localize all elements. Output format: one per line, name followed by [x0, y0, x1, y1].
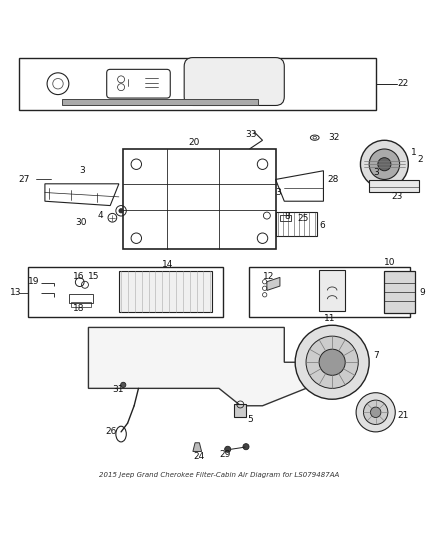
Ellipse shape — [360, 140, 408, 188]
Text: 10: 10 — [385, 257, 396, 266]
Text: 27: 27 — [19, 175, 30, 184]
Polygon shape — [267, 277, 280, 290]
Text: 31: 31 — [113, 385, 124, 394]
Text: 8: 8 — [284, 212, 290, 221]
Bar — [385, 271, 415, 313]
Text: 33: 33 — [245, 130, 257, 139]
Ellipse shape — [243, 443, 249, 450]
Text: 30: 30 — [75, 219, 87, 228]
Text: 28: 28 — [328, 175, 339, 184]
Text: 5: 5 — [247, 415, 253, 424]
Text: 22: 22 — [397, 79, 409, 88]
Text: 2015 Jeep Grand Cherokee Filter-Cabin Air Diagram for LS079487AA: 2015 Jeep Grand Cherokee Filter-Cabin Ai… — [99, 472, 339, 478]
FancyBboxPatch shape — [184, 58, 284, 106]
Bar — [119, 271, 212, 312]
Ellipse shape — [119, 208, 123, 213]
Polygon shape — [88, 327, 306, 406]
Text: 15: 15 — [88, 272, 99, 280]
Bar — [369, 180, 419, 192]
Ellipse shape — [319, 349, 345, 375]
Text: 29: 29 — [219, 450, 230, 459]
Ellipse shape — [225, 446, 231, 453]
Text: 14: 14 — [162, 260, 174, 269]
Bar — [250, 266, 410, 317]
Text: 4: 4 — [97, 211, 103, 220]
Text: 32: 32 — [328, 133, 339, 142]
Bar — [62, 99, 258, 104]
Ellipse shape — [120, 382, 126, 387]
Text: 23: 23 — [391, 192, 402, 201]
Bar — [123, 149, 276, 249]
Ellipse shape — [371, 407, 381, 417]
Text: 26: 26 — [106, 427, 117, 437]
Text: 13: 13 — [10, 288, 21, 297]
Text: 1: 1 — [410, 148, 416, 157]
Text: 2: 2 — [417, 156, 423, 164]
Bar — [280, 215, 291, 221]
Polygon shape — [193, 443, 201, 451]
Ellipse shape — [356, 393, 395, 432]
Text: 21: 21 — [397, 411, 409, 420]
Text: 24: 24 — [194, 452, 205, 461]
Text: 20: 20 — [188, 138, 200, 147]
Text: 7: 7 — [374, 351, 379, 360]
Ellipse shape — [369, 149, 399, 180]
Ellipse shape — [306, 336, 358, 389]
Ellipse shape — [378, 158, 391, 171]
Bar — [276, 212, 317, 236]
Text: 19: 19 — [28, 277, 39, 286]
Bar — [234, 403, 247, 417]
Text: 18: 18 — [73, 304, 85, 313]
Text: 25: 25 — [297, 214, 309, 223]
Text: 11: 11 — [323, 314, 335, 323]
Bar — [28, 266, 223, 317]
Bar — [319, 270, 345, 311]
Bar — [19, 58, 376, 110]
Text: 16: 16 — [73, 272, 85, 280]
Text: 3: 3 — [374, 168, 379, 177]
Text: 9: 9 — [419, 288, 425, 297]
Text: 3: 3 — [80, 166, 85, 175]
Ellipse shape — [295, 325, 369, 399]
Ellipse shape — [364, 400, 388, 424]
Text: 12: 12 — [262, 272, 274, 280]
Text: 3: 3 — [276, 188, 281, 197]
Bar — [69, 294, 93, 303]
Bar — [71, 302, 91, 306]
Text: 6: 6 — [319, 221, 325, 230]
